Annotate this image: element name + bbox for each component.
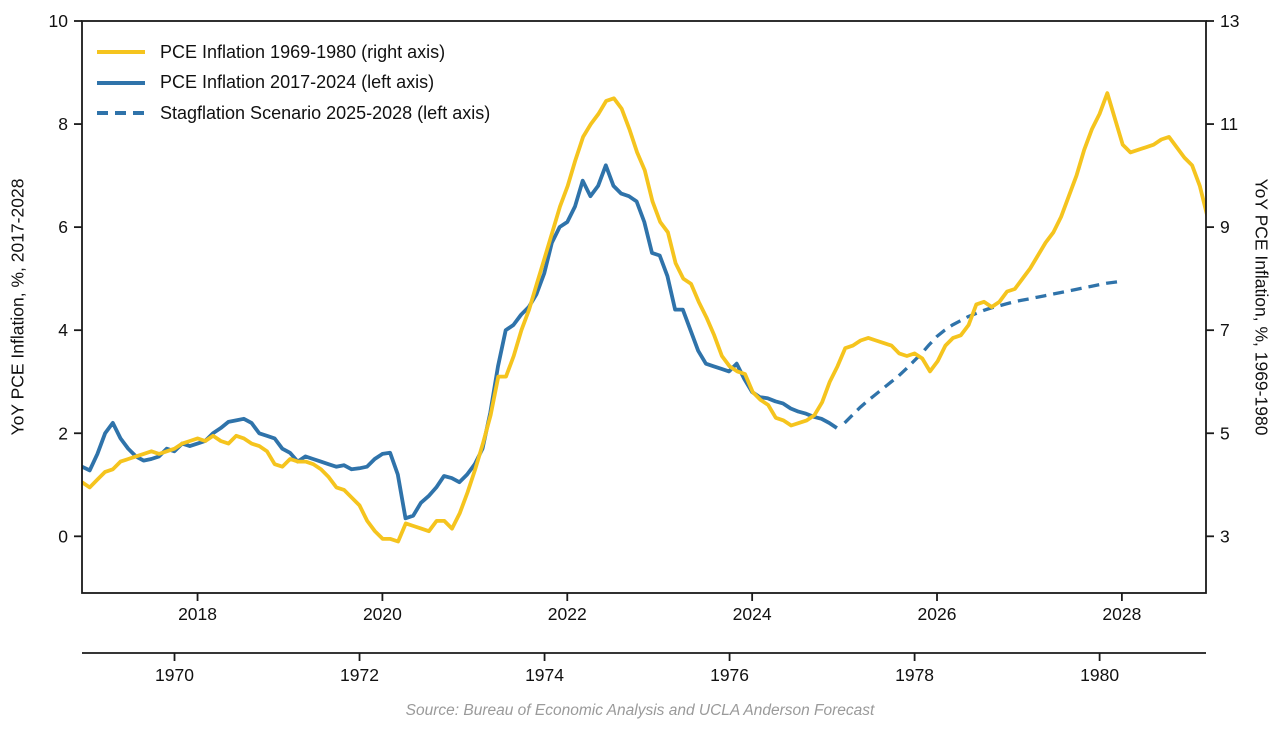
right-axis-tick-label: 11 [1220, 114, 1238, 134]
legend-label: PCE Inflation 1969-1980 (right axis) [160, 41, 446, 62]
bottom-axis-2017-2028: 2018 2020 2022 2024 2026 2028 [178, 593, 1141, 624]
left-axis-tick-label: 8 [58, 114, 68, 134]
bottom-axis-tick-label: 2028 [1102, 604, 1141, 624]
series-stagflation-scenario-2025-2028-line [843, 279, 1123, 425]
bottom-axis-tick-label: 2022 [548, 604, 587, 624]
historic-axis-tick-label: 1978 [895, 665, 934, 685]
legend-item-pce-2017-2024: PCE Inflation 2017-2024 (left axis) [97, 68, 490, 99]
bottom-axis-tick-label: 2020 [363, 604, 402, 624]
legend-swatch-blue-dashed-line [97, 111, 145, 116]
left-axis-tick-label: 0 [58, 526, 68, 546]
left-axis: 0 2 4 6 8 10 [49, 11, 82, 546]
left-axis-tick-label: 10 [49, 11, 69, 31]
right-axis-tick-label: 3 [1220, 526, 1230, 546]
historic-axis-tick-label: 1976 [710, 665, 749, 685]
left-axis-tick-label: 4 [58, 320, 68, 340]
left-axis-tick-label: 2 [58, 423, 68, 443]
legend-label: Stagflation Scenario 2025-2028 (left axi… [160, 102, 491, 123]
right-axis-title: YoY PCE Inflation, %, 1969-1980 [1251, 178, 1272, 436]
legend: PCE Inflation 1969-1980 (right axis) PCE… [97, 37, 490, 129]
legend-item-stagflation-scenario: Stagflation Scenario 2025-2028 (left axi… [97, 98, 490, 129]
bottom-axis-tick-label: 2024 [733, 604, 772, 624]
historic-axis-tick-label: 1972 [340, 665, 379, 685]
series-pce-inflation-1969-1980-line [82, 91, 1206, 544]
bottom-axis-1969-1980: 1970 1972 1974 1976 1978 1980 [82, 652, 1206, 685]
historic-axis-tick-label: 1974 [525, 665, 564, 685]
plot-frame [81, 20, 1207, 594]
right-axis-tick-label: 13 [1220, 11, 1239, 31]
legend-swatch-yellow-line [97, 50, 145, 55]
series-pce-inflation-2017-2024-line [82, 163, 838, 521]
legend-item-pce-1969-1980: PCE Inflation 1969-1980 (right axis) [97, 37, 490, 68]
historic-axis-tick-label: 1980 [1080, 665, 1119, 685]
right-axis: 3 5 7 9 11 13 [1206, 11, 1239, 546]
left-axis-tick-label: 6 [58, 217, 68, 237]
bottom-axis-tick-label: 2018 [178, 604, 217, 624]
historic-axis-tick-label: 1970 [155, 665, 194, 685]
right-axis-tick-label: 7 [1220, 320, 1230, 340]
right-axis-tick-label: 5 [1220, 423, 1230, 443]
bottom-axis-tick-label: 2026 [918, 604, 957, 624]
legend-swatch-blue-line [97, 80, 145, 85]
left-axis-title: YoY PCE Inflation, %, 2017-2028 [7, 178, 28, 436]
legend-label: PCE Inflation 2017-2024 (left axis) [160, 72, 435, 93]
source-note: Source: Bureau of Economic Analysis and … [405, 702, 875, 719]
right-axis-tick-label: 9 [1220, 217, 1230, 237]
